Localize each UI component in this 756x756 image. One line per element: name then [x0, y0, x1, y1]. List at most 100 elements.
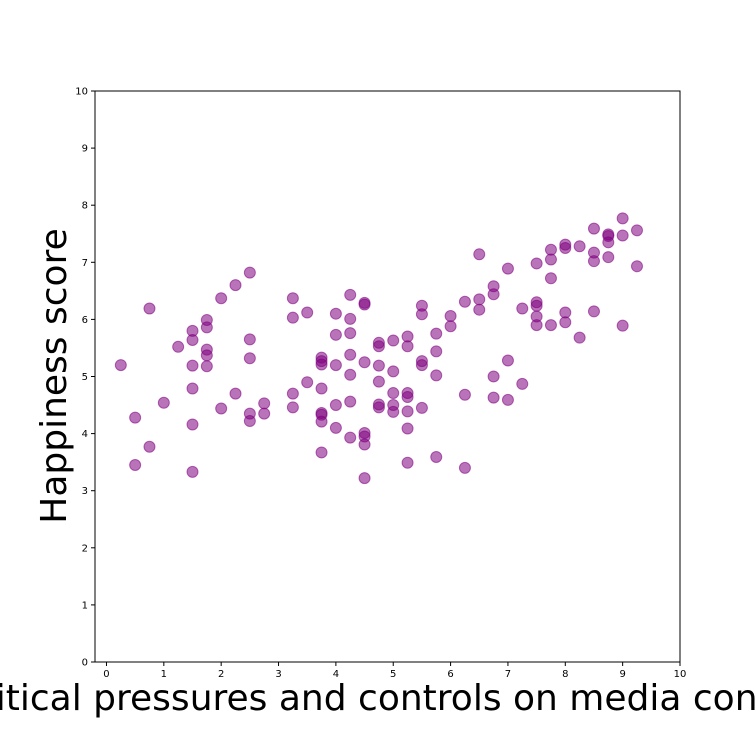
data-point	[516, 302, 529, 315]
data-point	[186, 382, 199, 395]
data-point	[415, 359, 428, 372]
data-point	[415, 308, 428, 321]
data-point	[258, 397, 271, 410]
data-point	[387, 405, 400, 418]
y-tick-label: 4	[82, 429, 88, 440]
data-point	[286, 292, 299, 305]
data-point	[430, 327, 443, 340]
data-point	[530, 319, 543, 332]
data-point	[344, 327, 357, 340]
data-point	[243, 415, 256, 428]
data-point	[387, 365, 400, 378]
x-tick-label: 3	[275, 669, 281, 680]
y-tick-label: 7	[82, 258, 88, 269]
data-point	[243, 333, 256, 346]
data-point	[143, 440, 156, 453]
data-point	[186, 359, 199, 372]
data-point	[544, 253, 557, 266]
y-axis: 0 1 2 3 4 5 6 7 8 9 10	[75, 87, 95, 669]
data-point	[372, 340, 385, 353]
data-point	[616, 212, 629, 225]
x-tick-label: 0	[103, 669, 109, 680]
data-point	[344, 348, 357, 361]
data-point	[200, 349, 213, 362]
data-point	[243, 266, 256, 279]
y-tick-label: 6	[82, 315, 88, 326]
data-point	[157, 396, 170, 409]
y-tick-label: 5	[82, 372, 88, 383]
data-point	[186, 465, 199, 478]
data-point	[229, 279, 242, 292]
data-point	[315, 446, 328, 459]
data-point	[602, 251, 615, 264]
data-point	[630, 260, 643, 273]
data-point	[473, 248, 486, 261]
data-point	[301, 376, 314, 389]
data-point	[315, 358, 328, 371]
x-tick-label: 5	[390, 669, 396, 680]
data-point	[243, 352, 256, 365]
x-tick-label: 10	[674, 669, 687, 680]
data-point	[458, 388, 471, 401]
data-point	[329, 359, 342, 372]
data-point	[630, 224, 643, 237]
data-point	[487, 370, 500, 383]
data-point	[444, 320, 457, 333]
data-point	[544, 272, 557, 285]
x-tick-label: 4	[333, 669, 339, 680]
data-point	[587, 255, 600, 268]
x-tick-label: 8	[562, 669, 568, 680]
data-point	[516, 377, 529, 390]
data-point	[587, 222, 600, 235]
data-point	[401, 456, 414, 469]
data-point	[401, 405, 414, 418]
data-point	[573, 331, 586, 344]
y-tick-label: 1	[82, 600, 88, 611]
data-point	[387, 334, 400, 347]
y-tick-label: 2	[82, 543, 88, 554]
data-points	[114, 212, 643, 485]
data-point	[329, 328, 342, 341]
data-point	[215, 292, 228, 305]
x-axis-title: Political pressures and controls on medi…	[0, 678, 756, 719]
y-tick-label: 8	[82, 201, 88, 212]
data-point	[530, 257, 543, 270]
data-point	[301, 306, 314, 319]
data-point	[172, 340, 185, 353]
data-point	[501, 393, 514, 406]
data-point	[258, 407, 271, 420]
data-point	[372, 401, 385, 414]
plot-area	[95, 91, 680, 662]
x-tick-label: 1	[161, 669, 167, 680]
data-point	[344, 312, 357, 325]
data-point	[358, 472, 371, 485]
data-point	[200, 321, 213, 334]
y-tick-label: 10	[75, 87, 88, 98]
data-point	[286, 387, 299, 400]
data-point	[344, 288, 357, 301]
data-point	[544, 319, 557, 332]
data-point	[616, 319, 629, 332]
data-point	[401, 422, 414, 435]
data-point	[329, 421, 342, 434]
data-point	[114, 359, 127, 372]
x-tick-label: 7	[505, 669, 511, 680]
data-point	[616, 229, 629, 242]
data-point	[372, 375, 385, 388]
x-axis: 0 1 2 3 4 5 6 7 8 9 10	[103, 662, 686, 680]
data-point	[473, 293, 486, 306]
y-tick-label: 0	[82, 658, 88, 669]
data-point	[186, 333, 199, 346]
data-point	[344, 368, 357, 381]
data-point	[530, 299, 543, 312]
data-point	[315, 382, 328, 395]
y-tick-label: 9	[82, 144, 88, 155]
y-tick-label: 3	[82, 486, 88, 497]
data-point	[215, 402, 228, 415]
data-point	[559, 316, 572, 329]
data-point	[587, 305, 600, 318]
data-point	[358, 438, 371, 451]
x-tick-label: 6	[447, 669, 453, 680]
data-point	[387, 387, 400, 400]
